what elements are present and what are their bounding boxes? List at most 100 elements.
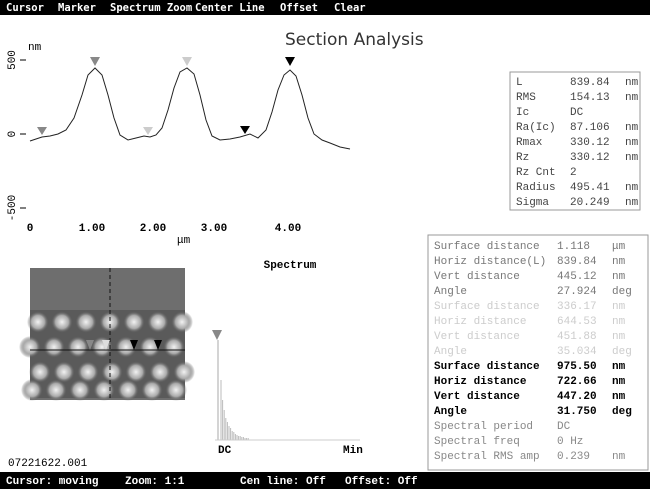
measure-label: Spectral freq bbox=[434, 436, 520, 448]
y-unit: nm bbox=[28, 42, 42, 54]
image-blob bbox=[19, 336, 41, 358]
measure-value: 336.17 bbox=[557, 301, 597, 313]
menu-item[interactable]: Clear bbox=[334, 2, 366, 14]
measure-label: Horiz distance bbox=[434, 316, 526, 328]
x-tick-label: 1.00 bbox=[79, 223, 105, 235]
stat-value: 330.12 bbox=[570, 137, 610, 149]
marker bbox=[182, 57, 192, 66]
image-blob bbox=[165, 379, 187, 401]
measure-label: Angle bbox=[434, 406, 467, 418]
measure-unit: nm bbox=[612, 376, 626, 388]
measure-value: 839.84 bbox=[557, 256, 597, 268]
measure-value: 0.239 bbox=[557, 451, 590, 463]
image-blob bbox=[21, 379, 43, 401]
image-blob bbox=[45, 379, 67, 401]
marker bbox=[212, 330, 222, 340]
stat-unit: nm bbox=[625, 137, 639, 149]
image-blob bbox=[69, 379, 91, 401]
status-item: Zoom: 1:1 bbox=[125, 476, 185, 488]
stat-value: 2 bbox=[570, 167, 577, 179]
status-item: Cen line: Off bbox=[240, 476, 326, 488]
measure-label: Angle bbox=[434, 286, 467, 298]
measure-label: Horiz distance bbox=[434, 376, 527, 388]
measure-value: 445.12 bbox=[557, 271, 597, 283]
measure-unit: deg bbox=[612, 286, 632, 298]
image-blob bbox=[75, 311, 97, 333]
image-blob bbox=[123, 311, 145, 333]
stat-value: 87.106 bbox=[570, 122, 610, 134]
marker bbox=[37, 127, 47, 135]
measure-value: 447.20 bbox=[557, 391, 597, 403]
measure-value: 451.88 bbox=[557, 331, 597, 343]
stat-label: Rz bbox=[516, 152, 529, 164]
x-tick-label: 0 bbox=[27, 223, 34, 235]
image-blob bbox=[147, 311, 169, 333]
y-tick-label: 0 bbox=[7, 131, 19, 138]
measure-unit: nm bbox=[612, 391, 626, 403]
image-blob bbox=[43, 336, 65, 358]
image-blob bbox=[27, 311, 49, 333]
screen: Cursor Marker Spectrum ZoomCenter Line Offs… bbox=[0, 0, 650, 489]
image-blob bbox=[117, 379, 139, 401]
measure-value: 1.118 bbox=[557, 241, 590, 253]
measure-unit: deg bbox=[612, 346, 632, 358]
menu-item[interactable]: Marker bbox=[58, 2, 96, 14]
measure-unit: μm bbox=[612, 241, 626, 253]
afm-image bbox=[19, 268, 195, 401]
measure-unit: nm bbox=[612, 301, 626, 313]
image-blob bbox=[67, 336, 89, 358]
stat-label: Ra(Ic) bbox=[516, 122, 556, 134]
image-blob bbox=[163, 336, 185, 358]
measure-value: 722.66 bbox=[557, 376, 597, 388]
measure-label: Surface distance bbox=[434, 241, 540, 253]
filename: 07221622.001 bbox=[8, 458, 88, 470]
measure-label: Angle bbox=[434, 346, 467, 358]
y-tick-label: -500 bbox=[7, 195, 19, 221]
stat-value: 839.84 bbox=[570, 77, 610, 89]
measure-label: Vert distance bbox=[434, 331, 520, 343]
image-blob bbox=[93, 379, 115, 401]
measure-value: 31.750 bbox=[557, 406, 597, 418]
marker bbox=[90, 57, 100, 66]
profile-plot bbox=[30, 57, 350, 149]
measure-unit: nm bbox=[612, 256, 626, 268]
stat-value: 154.13 bbox=[570, 92, 610, 104]
stat-unit: nm bbox=[625, 197, 639, 209]
y-tick-label: 500 bbox=[7, 50, 19, 70]
menu-item[interactable]: Spectrum Zoom bbox=[110, 2, 192, 14]
measure-unit: deg bbox=[612, 406, 632, 418]
title: Section Analysis bbox=[285, 30, 424, 50]
stat-label: Sigma bbox=[516, 197, 549, 209]
measure-label: Spectral period bbox=[434, 421, 533, 433]
profile-curve bbox=[30, 68, 350, 149]
stat-value: 330.12 bbox=[570, 152, 610, 164]
image-blob bbox=[171, 311, 193, 333]
menu-item[interactable]: Cursor bbox=[6, 2, 44, 14]
stat-label: Radius bbox=[516, 182, 556, 194]
x-unit: μm bbox=[177, 235, 191, 247]
image-blob bbox=[51, 311, 73, 333]
menu-item[interactable]: Center Line bbox=[195, 2, 265, 14]
measure-unit: nm bbox=[612, 271, 626, 283]
measure-label: Spectral RMS amp bbox=[434, 451, 540, 463]
measure-value: 0 Hz bbox=[557, 436, 583, 448]
measure-value: 975.50 bbox=[557, 361, 597, 373]
menu-item[interactable]: Offset bbox=[280, 2, 318, 14]
marker bbox=[143, 127, 153, 135]
measure-label: Horiz distance(L) bbox=[434, 256, 546, 268]
image-blob bbox=[141, 379, 163, 401]
stat-unit: nm bbox=[625, 182, 639, 194]
measure-unit: nm bbox=[612, 361, 626, 373]
measure-value: DC bbox=[557, 421, 571, 433]
stat-label: Rmax bbox=[516, 137, 543, 149]
stat-unit: nm bbox=[625, 152, 639, 164]
stat-label: Ic bbox=[516, 107, 529, 119]
measure-unit: nm bbox=[612, 451, 626, 463]
stat-unit: nm bbox=[625, 122, 639, 134]
measure-unit: nm bbox=[612, 316, 626, 328]
stat-value: DC bbox=[570, 107, 584, 119]
stat-label: L bbox=[516, 77, 523, 89]
spectrum-end: Min bbox=[343, 445, 363, 457]
